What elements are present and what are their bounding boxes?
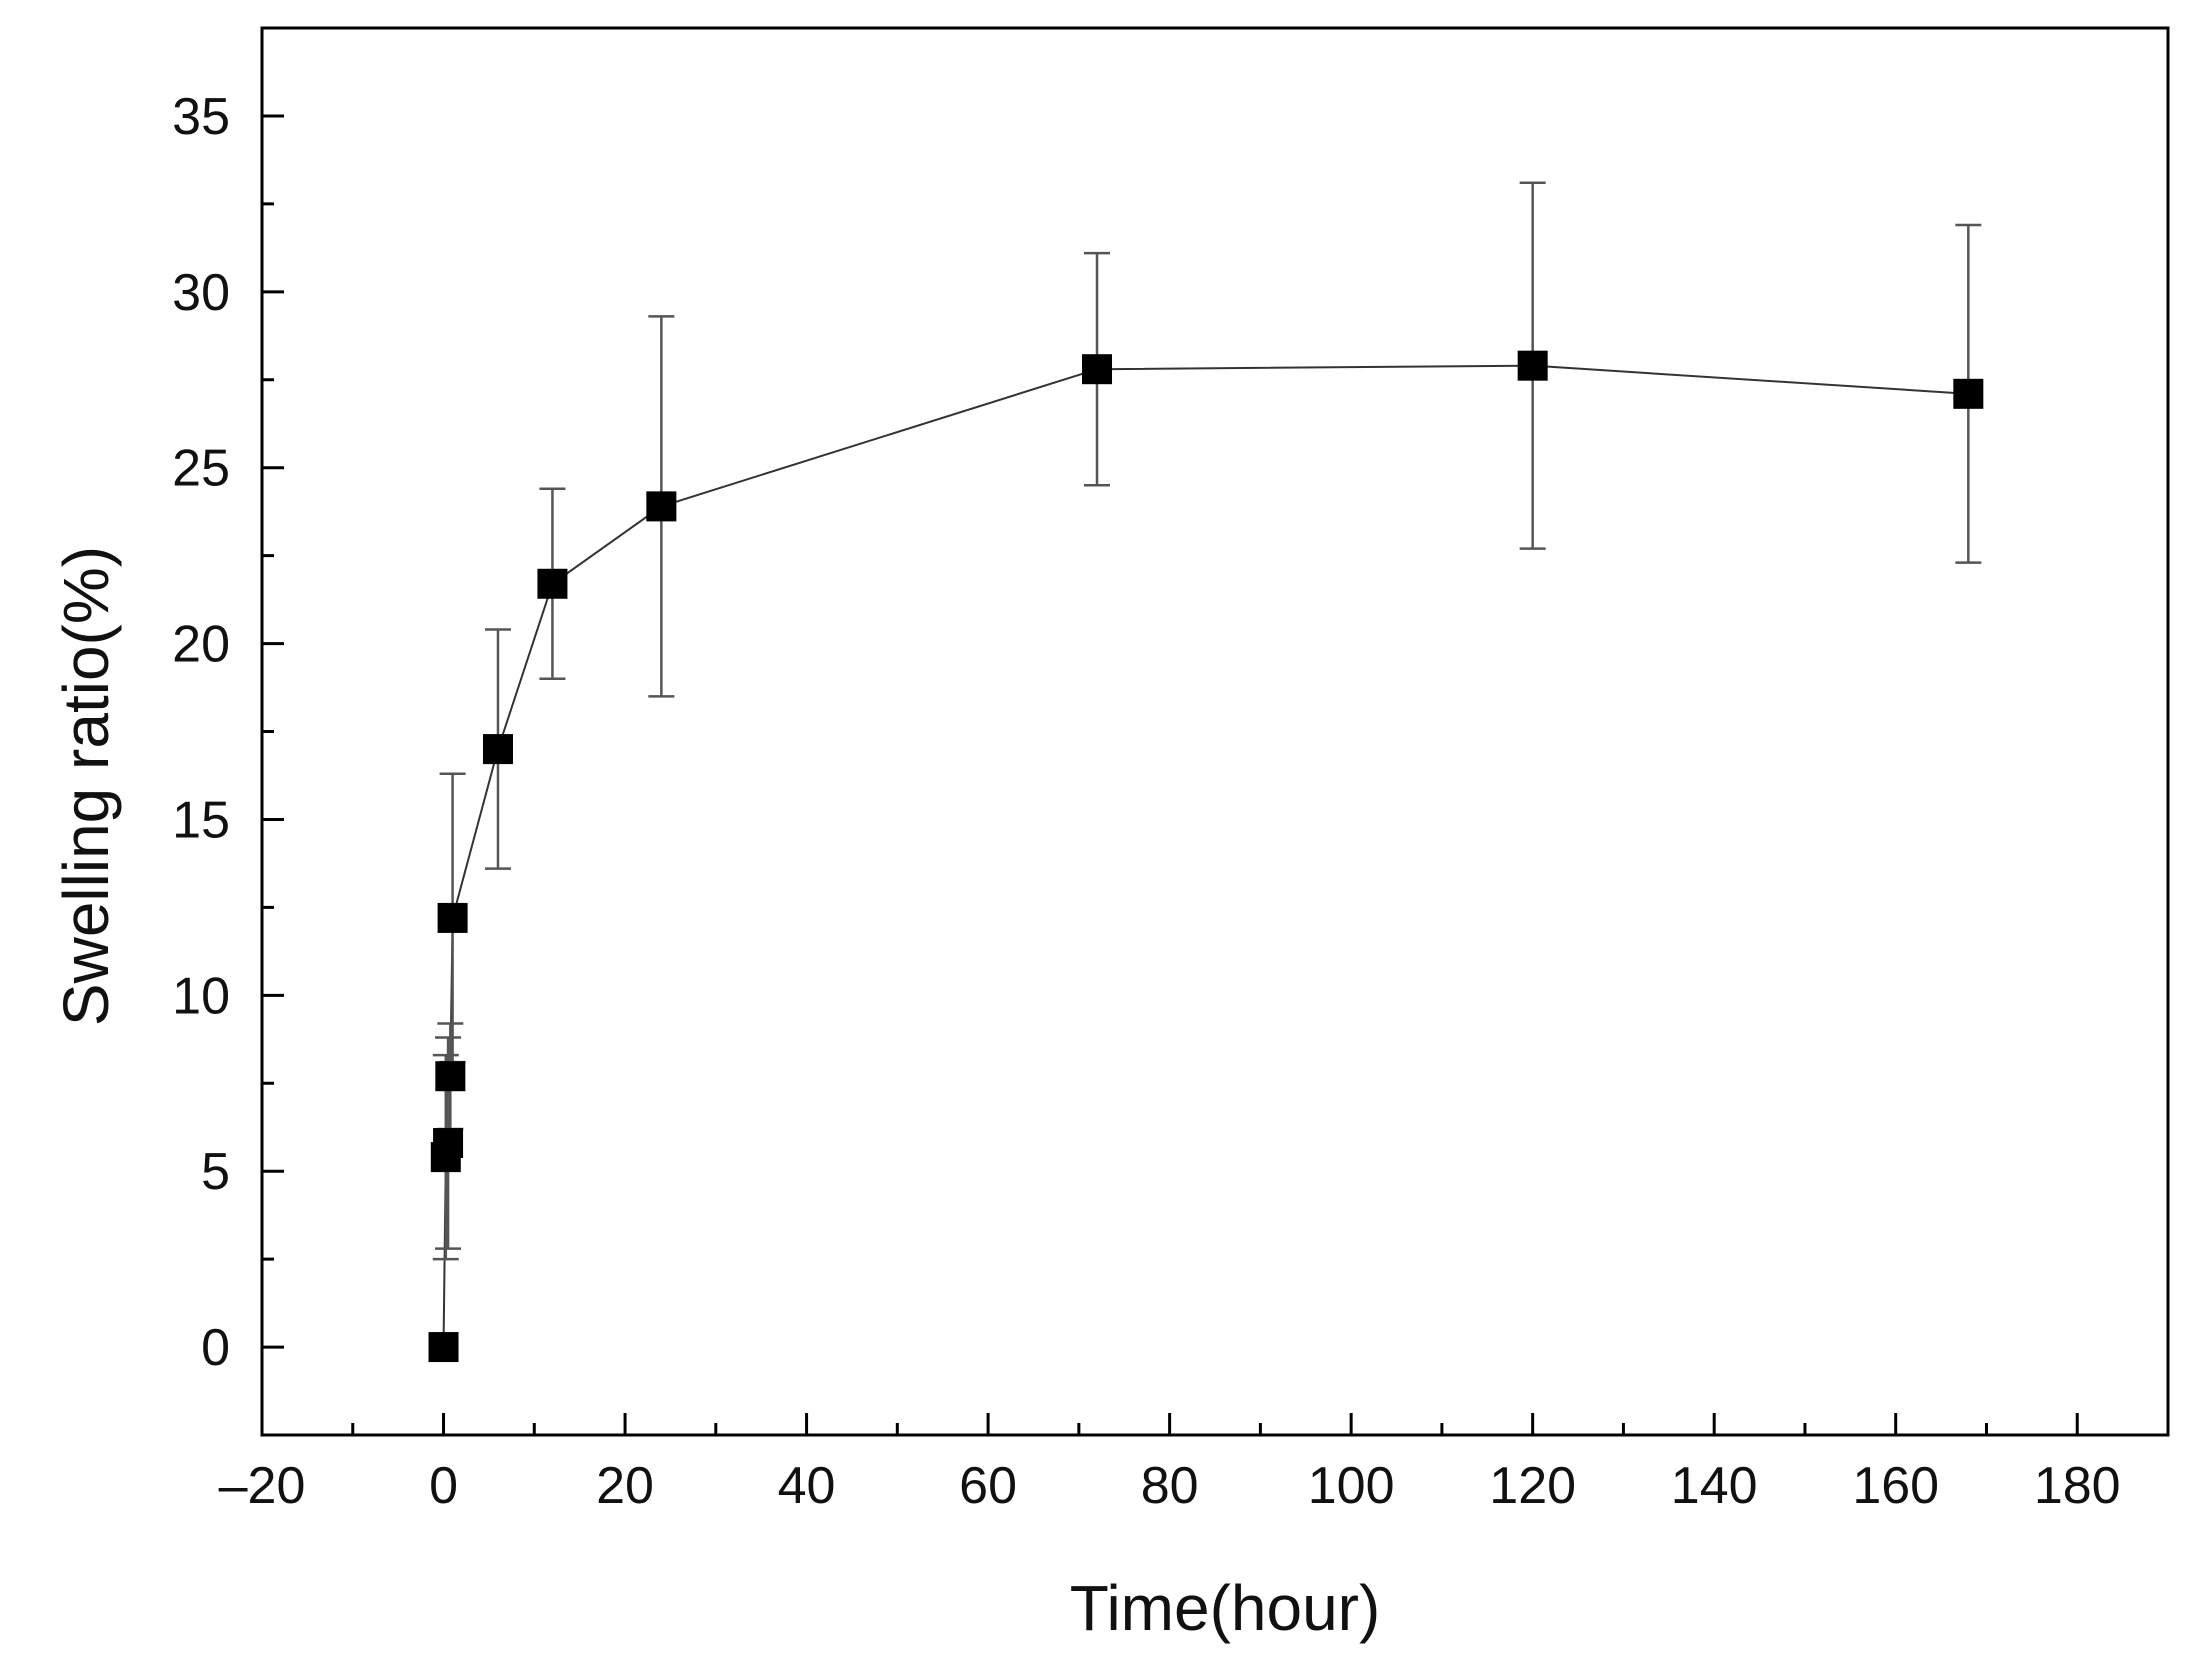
x-tick-label: 60 xyxy=(959,1457,1017,1515)
data-point xyxy=(646,491,677,522)
data-point xyxy=(437,902,468,933)
y-axis-title: Swelling ratio(%) xyxy=(50,546,122,1026)
x-tick-label: 160 xyxy=(1852,1457,1939,1515)
data-point xyxy=(428,1332,459,1363)
y-tick-label: 15 xyxy=(172,791,230,849)
x-tick-label: 40 xyxy=(778,1457,836,1515)
data-point xyxy=(1953,378,1984,409)
data-point xyxy=(435,1061,466,1092)
x-tick-label: 100 xyxy=(1308,1457,1395,1515)
data-point xyxy=(482,734,513,765)
y-tick-label: 35 xyxy=(172,88,230,146)
x-tick-label: 0 xyxy=(429,1457,458,1515)
x-tick-label: 180 xyxy=(2034,1457,2121,1515)
x-tick-label: 120 xyxy=(1489,1457,1576,1515)
plot-border xyxy=(260,26,2170,1437)
y-tick-label: 5 xyxy=(201,1143,230,1201)
y-tick-label: 25 xyxy=(172,440,230,498)
y-tick-label: 30 xyxy=(172,264,230,322)
x-tick-label: 20 xyxy=(596,1457,654,1515)
y-axis: 0 5 10 15 20 25 30 35 xyxy=(172,88,284,1377)
x-axis: –20 0 20 40 60 80 100 120 140 160 180 xyxy=(219,1413,2121,1515)
y-tick-label: 10 xyxy=(172,967,230,1025)
data-point xyxy=(1517,350,1548,381)
data-point xyxy=(433,1128,464,1159)
data-layer xyxy=(428,181,1984,1363)
plot-frame xyxy=(260,26,2170,1437)
x-axis-title: Time(hour) xyxy=(1070,1572,1381,1644)
y-tick-label: 20 xyxy=(172,616,230,674)
x-tick-label: 80 xyxy=(1141,1457,1199,1515)
y-tick-label: 0 xyxy=(201,1319,230,1377)
data-point xyxy=(1082,354,1113,385)
x-tick-label: –20 xyxy=(219,1457,306,1515)
x-tick-label: 140 xyxy=(1671,1457,1758,1515)
data-point xyxy=(537,568,568,599)
